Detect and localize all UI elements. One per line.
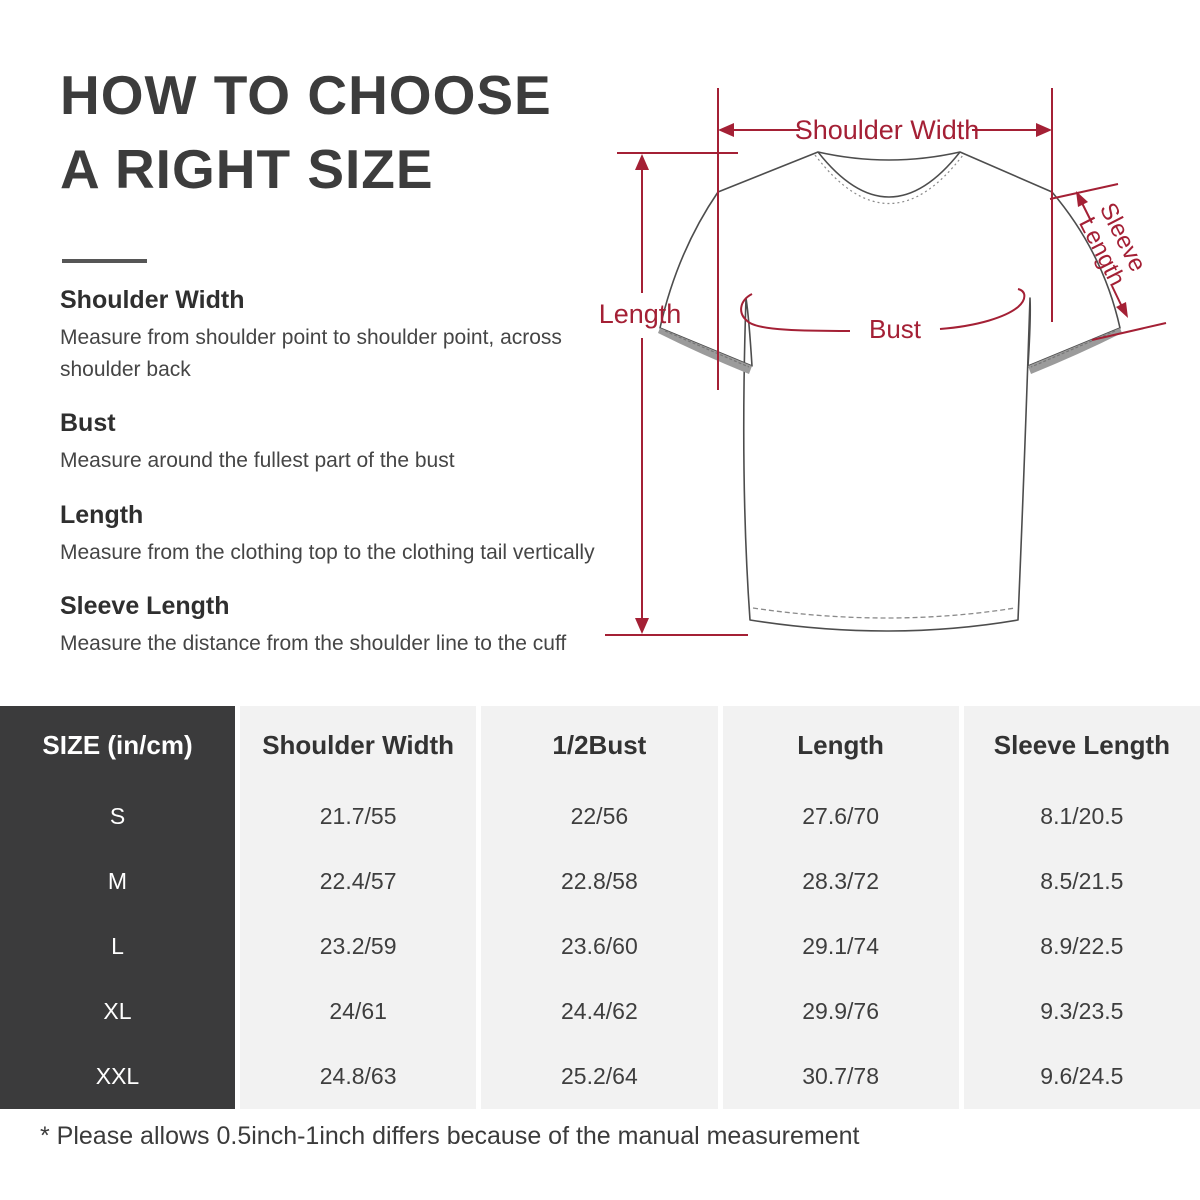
table-cell: 21.7/55 [240,784,477,849]
table-cell: 23.6/60 [481,914,718,979]
tshirt-outline [659,151,1121,632]
size-row-label: L [0,914,235,979]
table-cell: 30.7/78 [722,1044,959,1109]
measurement-disclaimer: * Please allows 0.5inch-1inch differs be… [40,1122,860,1150]
table-cell: 24.8/63 [240,1044,477,1109]
size-row-label: M [0,849,235,914]
page-title: HOW TO CHOOSE A RIGHT SIZE [60,58,552,206]
measuring-instructions: Shoulder Width Measure from shoulder poi… [60,286,700,660]
bust-curve-left [740,293,851,332]
size-table-header-sleeve-length: Sleeve Length [963,706,1200,784]
tshirt-measurement-diagram: Shoulder Width Length Bust Sleeve Length [599,60,1180,672]
instruction-sleeve-length: Sleeve Length Measure the distance from … [60,592,700,660]
length-arrowhead-down [635,618,649,634]
page-title-line1: HOW TO CHOOSE [60,64,552,126]
instruction-title: Bust [60,409,116,437]
table-cell: 8.9/22.5 [963,914,1200,979]
collar-stitch-line [814,154,964,204]
table-cell: 23.2/59 [240,914,477,979]
size-row-label: XL [0,979,235,1044]
measurement-lines [605,88,1167,636]
table-cell: 8.5/21.5 [963,849,1200,914]
instruction-title: Sleeve Length [60,592,230,620]
size-table: SIZE (in/cm) Shoulder Width 1/2Bust Leng… [0,706,1200,1109]
instruction-length: Length Measure from the clothing top to … [60,501,700,569]
size-table-header-half-bust: 1/2Bust [481,706,718,784]
table-cell: 8.1/20.5 [963,784,1200,849]
left-cuff-stitch [664,330,750,368]
table-cell: 22/56 [481,784,718,849]
table-cell: 24.4/62 [481,979,718,1044]
instruction-title: Shoulder Width [60,286,245,314]
size-row-label: XXL [0,1044,235,1109]
table-cell: 9.3/23.5 [963,979,1200,1044]
instruction-bust: Bust Measure around the fullest part of … [60,409,700,477]
table-cell: 25.2/64 [481,1044,718,1109]
page-title-line2: A RIGHT SIZE [60,138,434,200]
bust-label: Bust [869,314,922,344]
size-table-header-shoulder-width: Shoulder Width [240,706,477,784]
size-table-header-size: SIZE (in/cm) [0,706,235,784]
table-cell: 22.4/57 [240,849,477,914]
shoulder-width-label: Shoulder Width [795,115,980,145]
bust-curve-right [939,288,1026,330]
collar-inner-line [817,151,961,198]
table-cell: 9.6/24.5 [963,1044,1200,1109]
table-cell: 29.1/74 [722,914,959,979]
sleeve-arrowhead-down [1116,302,1128,318]
table-cell: 27.6/70 [722,784,959,849]
table-cell: 24/61 [240,979,477,1044]
length-arrowhead-up [635,154,649,170]
instruction-desc: Measure from shoulder point to shoulder … [60,326,562,381]
sleeve-top-tick [1049,183,1119,200]
table-cell: 22.8/58 [481,849,718,914]
instruction-desc: Measure the distance from the shoulder l… [60,632,567,655]
size-table-header-length: Length [722,706,959,784]
length-label: Length [600,299,681,329]
table-cell: 29.9/76 [722,979,959,1044]
instruction-title: Length [60,500,144,529]
instruction-desc: Measure around the fullest part of the b… [60,449,455,472]
sleeve-bottom-tick [1091,322,1167,341]
hem-stitch-line [752,607,1016,619]
shoulder-arrowhead-right [1036,123,1052,137]
sleeve-arrowhead-up [1076,191,1088,207]
instruction-desc: Measure from the clothing top to the clo… [60,540,595,564]
tshirt-diagram-svg: Shoulder Width Length Bust Sleeve Length [599,88,1167,636]
shoulder-arrowhead-left [718,123,734,137]
size-row-label: S [0,784,235,849]
instruction-shoulder-width: Shoulder Width Measure from shoulder poi… [60,286,700,385]
left-cuff-shadow [658,328,752,374]
title-divider [62,259,147,263]
table-cell: 28.3/72 [722,849,959,914]
